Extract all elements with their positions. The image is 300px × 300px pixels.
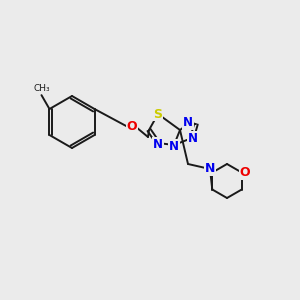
Text: N: N	[205, 163, 215, 176]
Text: CH₃: CH₃	[33, 84, 50, 93]
Text: N: N	[183, 116, 193, 130]
Text: S: S	[154, 107, 163, 121]
Text: O: O	[239, 166, 250, 179]
Text: N: N	[153, 137, 163, 151]
Text: O: O	[127, 121, 137, 134]
Text: N: N	[188, 131, 198, 145]
Text: N: N	[169, 140, 179, 152]
